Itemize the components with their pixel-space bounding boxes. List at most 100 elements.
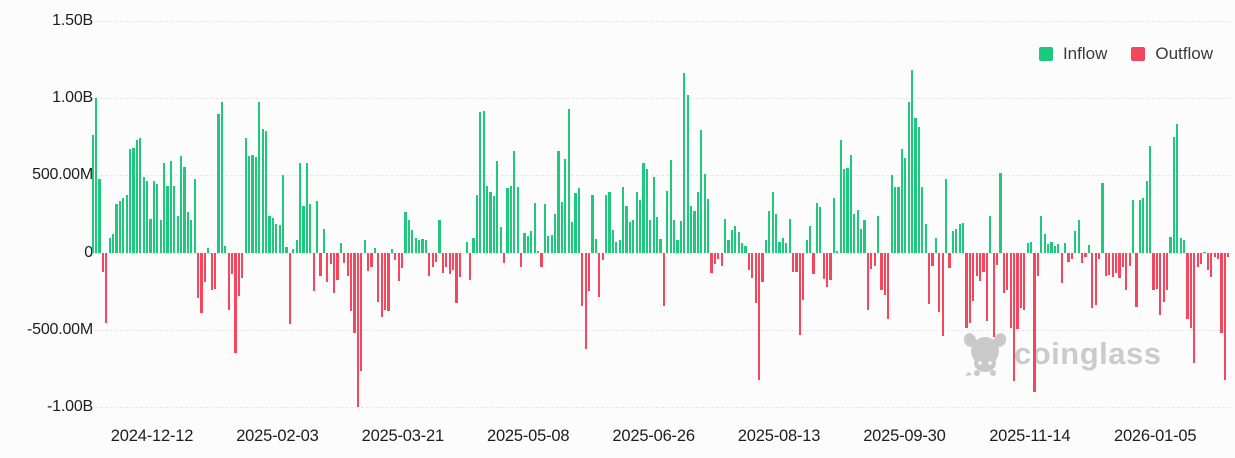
bar-outflow[interactable] <box>200 252 203 313</box>
bar-inflow[interactable] <box>173 185 176 253</box>
bar-inflow[interactable] <box>275 224 278 253</box>
bar-inflow[interactable] <box>1047 244 1050 253</box>
bar-outflow[interactable] <box>717 252 720 260</box>
bar-outflow[interactable] <box>812 252 815 274</box>
bar-inflow[interactable] <box>251 154 254 253</box>
bar-inflow[interactable] <box>958 223 961 253</box>
bar-outflow[interactable] <box>985 252 988 322</box>
bar-outflow[interactable] <box>761 252 764 283</box>
bar-inflow[interactable] <box>1077 219 1080 253</box>
bar-inflow[interactable] <box>741 242 744 253</box>
bar-outflow[interactable] <box>598 252 601 297</box>
bar-inflow[interactable] <box>254 156 257 253</box>
bar-outflow[interactable] <box>360 252 363 371</box>
bar-outflow[interactable] <box>992 252 995 337</box>
bar-inflow[interactable] <box>190 220 193 253</box>
bar-inflow[interactable] <box>571 221 574 253</box>
bar-inflow[interactable] <box>897 186 900 253</box>
bar-inflow[interactable] <box>839 139 842 253</box>
bar-inflow[interactable] <box>951 230 954 253</box>
bar-inflow[interactable] <box>163 162 166 253</box>
bar-inflow[interactable] <box>676 240 679 253</box>
bar-inflow[interactable] <box>734 226 737 253</box>
bar-inflow[interactable] <box>465 241 468 253</box>
bar-outflow[interactable] <box>1036 252 1039 277</box>
bar-outflow[interactable] <box>1081 252 1084 263</box>
bar-inflow[interactable] <box>271 217 274 253</box>
bar-inflow[interactable] <box>108 238 111 253</box>
bar-outflow[interactable] <box>1115 252 1118 274</box>
bar-outflow[interactable] <box>1155 252 1158 290</box>
bar-outflow[interactable] <box>829 252 832 280</box>
bar-inflow[interactable] <box>373 248 376 253</box>
bar-inflow[interactable] <box>775 214 778 253</box>
bar-outflow[interactable] <box>1098 252 1101 260</box>
bar-outflow[interactable] <box>1206 252 1209 271</box>
bar-inflow[interactable] <box>282 174 285 253</box>
bar-outflow[interactable] <box>336 252 339 280</box>
bar-inflow[interactable] <box>724 218 727 253</box>
bar-inflow[interactable] <box>414 238 417 253</box>
bar-inflow[interactable] <box>193 178 196 253</box>
bar-inflow[interactable] <box>696 191 699 253</box>
bar-inflow[interactable] <box>302 206 305 253</box>
bar-outflow[interactable] <box>1084 252 1087 258</box>
bar-outflow[interactable] <box>1019 252 1022 308</box>
bar-inflow[interactable] <box>404 212 407 253</box>
bar-outflow[interactable] <box>1023 252 1026 311</box>
bar-outflow[interactable] <box>938 252 941 313</box>
bar-inflow[interactable] <box>129 149 132 253</box>
bar-inflow[interactable] <box>615 241 618 253</box>
bar-outflow[interactable] <box>455 252 458 303</box>
bar-inflow[interactable] <box>853 213 856 253</box>
bar-inflow[interactable] <box>186 212 189 253</box>
bar-outflow[interactable] <box>822 252 825 280</box>
bar-inflow[interactable] <box>1145 181 1148 253</box>
bar-inflow[interactable] <box>299 163 302 253</box>
bar-inflow[interactable] <box>730 229 733 253</box>
bar-outflow[interactable] <box>326 252 329 283</box>
bar-inflow[interactable] <box>159 219 162 253</box>
bar-inflow[interactable] <box>1064 242 1067 253</box>
bar-inflow[interactable] <box>1050 241 1053 253</box>
bar-outflow[interactable] <box>662 252 665 307</box>
bar-outflow[interactable] <box>1135 252 1138 307</box>
bar-outflow[interactable] <box>1009 252 1012 328</box>
bar-inflow[interactable] <box>1074 230 1077 253</box>
bar-inflow[interactable] <box>877 216 880 253</box>
bar-inflow[interactable] <box>278 225 281 253</box>
bar-inflow[interactable] <box>421 238 424 253</box>
bar-inflow[interactable] <box>322 228 325 253</box>
bar-outflow[interactable] <box>1227 252 1230 258</box>
bar-outflow[interactable] <box>1013 252 1016 381</box>
bar-inflow[interactable] <box>411 230 414 253</box>
bar-outflow[interactable] <box>1125 252 1128 291</box>
bar-inflow[interactable] <box>547 235 550 253</box>
bar-inflow[interactable] <box>1043 234 1046 253</box>
bar-inflow[interactable] <box>611 229 614 253</box>
bar-inflow[interactable] <box>543 203 546 253</box>
bar-outflow[interactable] <box>1159 252 1162 316</box>
legend-item-outflow[interactable]: Outflow <box>1131 44 1213 64</box>
bar-inflow[interactable] <box>594 238 597 253</box>
bar-outflow[interactable] <box>329 252 332 264</box>
bar-inflow[interactable] <box>220 101 223 253</box>
bar-outflow[interactable] <box>319 252 322 277</box>
bar-inflow[interactable] <box>258 101 261 253</box>
bar-outflow[interactable] <box>802 252 805 301</box>
bar-inflow[interactable] <box>921 186 924 253</box>
bar-inflow[interactable] <box>764 240 767 253</box>
bar-inflow[interactable] <box>863 219 866 253</box>
bar-inflow[interactable] <box>659 239 662 253</box>
bar-inflow[interactable] <box>492 196 495 253</box>
bar-inflow[interactable] <box>843 169 846 253</box>
bar-inflow[interactable] <box>149 218 152 253</box>
bar-outflow[interactable] <box>1121 252 1124 268</box>
bar-outflow[interactable] <box>880 252 883 291</box>
bar-inflow[interactable] <box>999 173 1002 253</box>
bar-inflow[interactable] <box>860 228 863 253</box>
bar-inflow[interactable] <box>564 158 567 253</box>
bar-inflow[interactable] <box>98 178 101 253</box>
bar-outflow[interactable] <box>720 252 723 266</box>
bar-inflow[interactable] <box>771 192 774 253</box>
